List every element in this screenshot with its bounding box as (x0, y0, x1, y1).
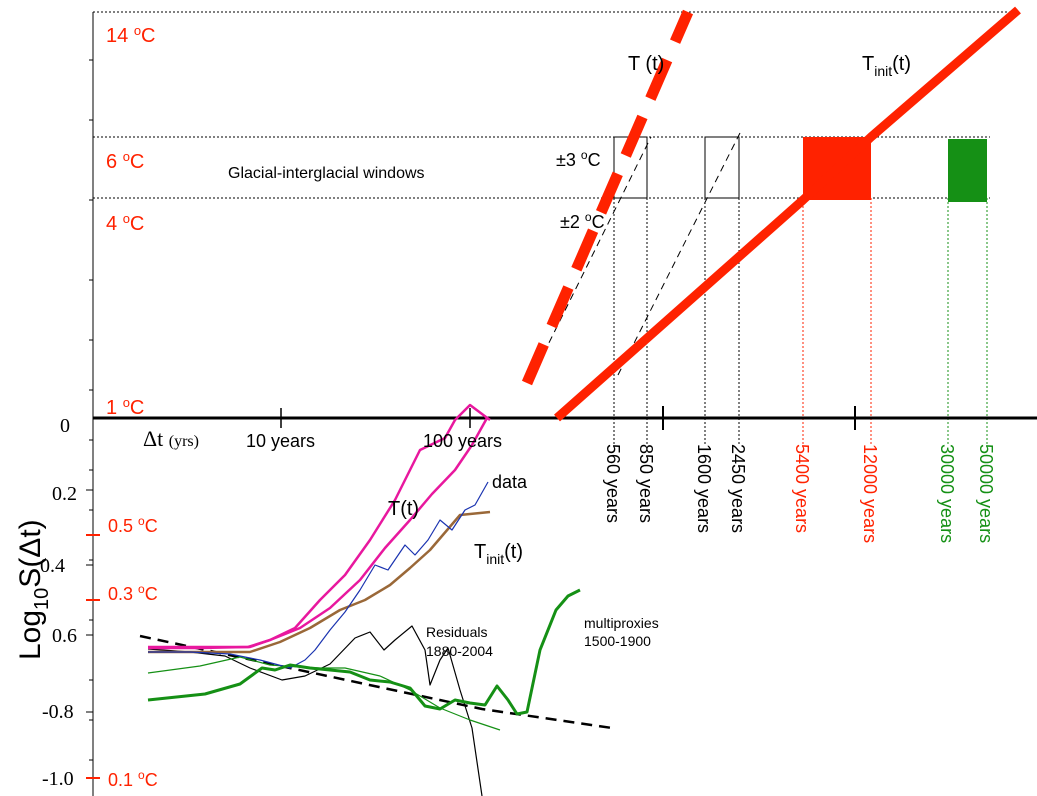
series-multiproxies (147, 588, 581, 716)
y-tick-label-4: -0.8 (42, 701, 74, 723)
x-tick-label-1: 100 years (423, 431, 502, 451)
lower-label-tinit: Tinit(t) (474, 541, 523, 567)
series-label-t: T (t) (628, 53, 664, 75)
series-tinit-solid (554, 6, 1021, 422)
windows-label: Glacial-interglacial windows (228, 165, 425, 182)
series-unused (147, 656, 501, 731)
series-label-tinit: Tinit(t) (862, 53, 911, 79)
upper-temp-label-0: 14 oC (106, 23, 156, 47)
window-box-1600-2450 (704, 136, 740, 199)
series-residuals (147, 625, 483, 796)
y-tick-label-5: -1.0 (42, 768, 74, 790)
scale-label-5: 12000 years (860, 444, 880, 543)
y-tick-label-1: 0.2 (52, 483, 77, 505)
scale-label-1: 850 years (636, 444, 656, 523)
series-t-magenta (148, 417, 489, 649)
lower-label-t: T(t) (388, 498, 419, 520)
axes (86, 12, 1037, 796)
series-t-dashed (521, 9, 694, 386)
multiproxies-label-0: multiproxies (584, 615, 659, 631)
residuals-label-0: Residuals (426, 624, 487, 640)
scale-label-3: 2450 years (728, 444, 748, 533)
multiproxies-label-1: 1500-1900 (584, 633, 651, 649)
scale-label-4: 5400 years (792, 444, 812, 533)
upper-temp-label-2: 4 oC (106, 211, 144, 235)
y-tick-label-3: 0.6 (52, 625, 77, 647)
uncertainty-label-0: ±3 oC (556, 148, 601, 170)
lower-temp-label-1: 0.3 oC (108, 582, 158, 604)
upper-temp-label-3: 1 oC (106, 395, 144, 419)
lower-temp-label-2: 0.1 oC (108, 768, 158, 790)
grid-lines (93, 11, 1020, 445)
upper-temp-label-1: 6 oC (106, 149, 144, 173)
y-axis-label: Log10S(Δt) (14, 519, 53, 660)
scale-label-6: 30000 years (937, 444, 957, 543)
residuals-label-1: 1880-2004 (426, 643, 493, 659)
y-tick-label-2: 0.4 (40, 555, 65, 577)
x-axis-label: Δt (yrs) (143, 426, 199, 451)
uncertainty-label-1: ±2 oC (560, 210, 605, 232)
thin-diagonal-1 (532, 136, 652, 376)
series-data-blue (148, 481, 489, 669)
scale-label-0: 560 years (603, 444, 623, 523)
window-green (948, 139, 987, 202)
series-lines (139, 6, 1021, 796)
series-tinit-brown (148, 510, 491, 654)
y-tick-label-0: 0 (60, 415, 70, 437)
text-labels: 14 oC 6 oC 4 oC 1 oC Glacial-interglacial wi… (14, 23, 996, 790)
glacial-windows (613, 136, 987, 202)
lower-temp-label-0: 0.5 oC (108, 514, 158, 536)
scale-label-7: 50000 years (976, 444, 996, 543)
lower-label-data: data (492, 472, 528, 492)
thin-diagonal-2 (617, 130, 742, 376)
x-tick-label-0: 10 years (246, 431, 315, 451)
scale-label-2: 1600 years (694, 444, 714, 533)
